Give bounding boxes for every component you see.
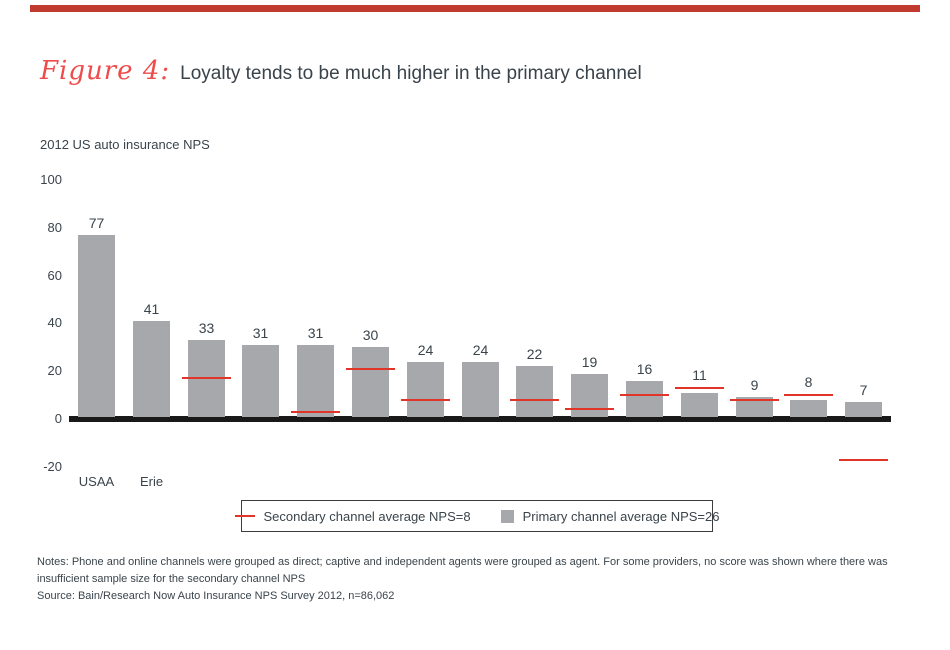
secondary-nps-line [291,411,340,413]
bar-value-label: 31 [252,325,269,341]
primary-bar [736,397,773,417]
primary-bar [845,402,882,417]
bar-value-label: 24 [472,342,489,358]
bar-value-label: 33 [198,320,215,336]
bar-value-label: 24 [417,342,434,358]
figure-title-text: Loyalty tends to be much higher in the p… [180,63,642,84]
legend-item-primary: Primary channel average NPS=26 [500,508,720,524]
x-axis-category-label: USAA [78,474,115,489]
bar-value-label: 7 [859,382,868,398]
notes-line-1: Notes: Phone and online channels were gr… [37,556,888,568]
secondary-nps-line [675,387,724,389]
bar-value-label: 31 [307,325,324,341]
secondary-nps-line [401,399,450,401]
legend-item-secondary: Secondary channel average NPS=8 [234,508,471,524]
primary-bar [242,345,279,417]
x-axis-category-label: Erie [139,474,164,489]
bar-value-label: 8 [804,374,813,390]
secondary-nps-line [730,399,779,401]
figure-title: Figure 4: Loyalty tends to be much highe… [40,56,642,86]
footnotes: Notes: Phone and online channels were gr… [37,554,932,605]
primary-bar [681,393,718,417]
top-accent-bar [30,5,920,12]
primary-bar [571,374,608,417]
secondary-line-swatch [234,515,255,517]
primary-bar [78,235,115,417]
primary-bar-swatch [500,509,514,523]
y-axis-tick-label: 0 [54,411,62,426]
y-axis-tick-label: 60 [47,267,62,283]
primary-bar [407,362,444,417]
secondary-nps-line [510,399,559,401]
legend-secondary-label: Secondary channel average NPS=8 [263,508,471,524]
y-axis-tick-label: -20 [43,458,62,474]
bar-value-label: 19 [581,354,598,370]
y-axis-tick-label: 100 [40,172,62,187]
chart-subtitle: 2012 US auto insurance NPS [40,137,210,152]
primary-bar [516,366,553,417]
secondary-nps-line [565,408,614,410]
primary-bar [790,400,827,417]
y-axis-tick-label: 20 [47,363,62,379]
chart-legend: Secondary channel average NPS=8 Primary … [234,500,720,532]
secondary-nps-line [346,368,395,370]
primary-bar [462,362,499,417]
bar-value-label: 9 [750,377,759,393]
secondary-nps-line [620,394,669,396]
secondary-nps-line [182,377,231,379]
bar-value-label: 11 [692,367,707,383]
notes-line-2: insufficient sample size for the seconda… [37,573,306,585]
primary-bar [297,345,334,417]
x-axis-baseline [69,416,891,422]
secondary-nps-line [784,394,833,396]
secondary-nps-line [839,459,888,461]
primary-bar [133,321,170,417]
bar-value-label: 41 [143,301,160,317]
bar-value-label: 30 [362,327,379,343]
primary-bar [626,381,663,417]
y-axis-tick-label: 80 [47,219,62,235]
bar-value-label: 77 [88,215,105,231]
source-line: Source: Bain/Research Now Auto Insurance… [37,590,395,602]
bar-value-label: 22 [526,346,543,362]
y-axis-tick-label: 40 [47,315,62,331]
legend-primary-label: Primary channel average NPS=26 [522,508,720,524]
bar-value-label: 16 [636,361,653,377]
figure-number-label: Figure 4: [40,56,171,86]
primary-bar [352,347,389,417]
